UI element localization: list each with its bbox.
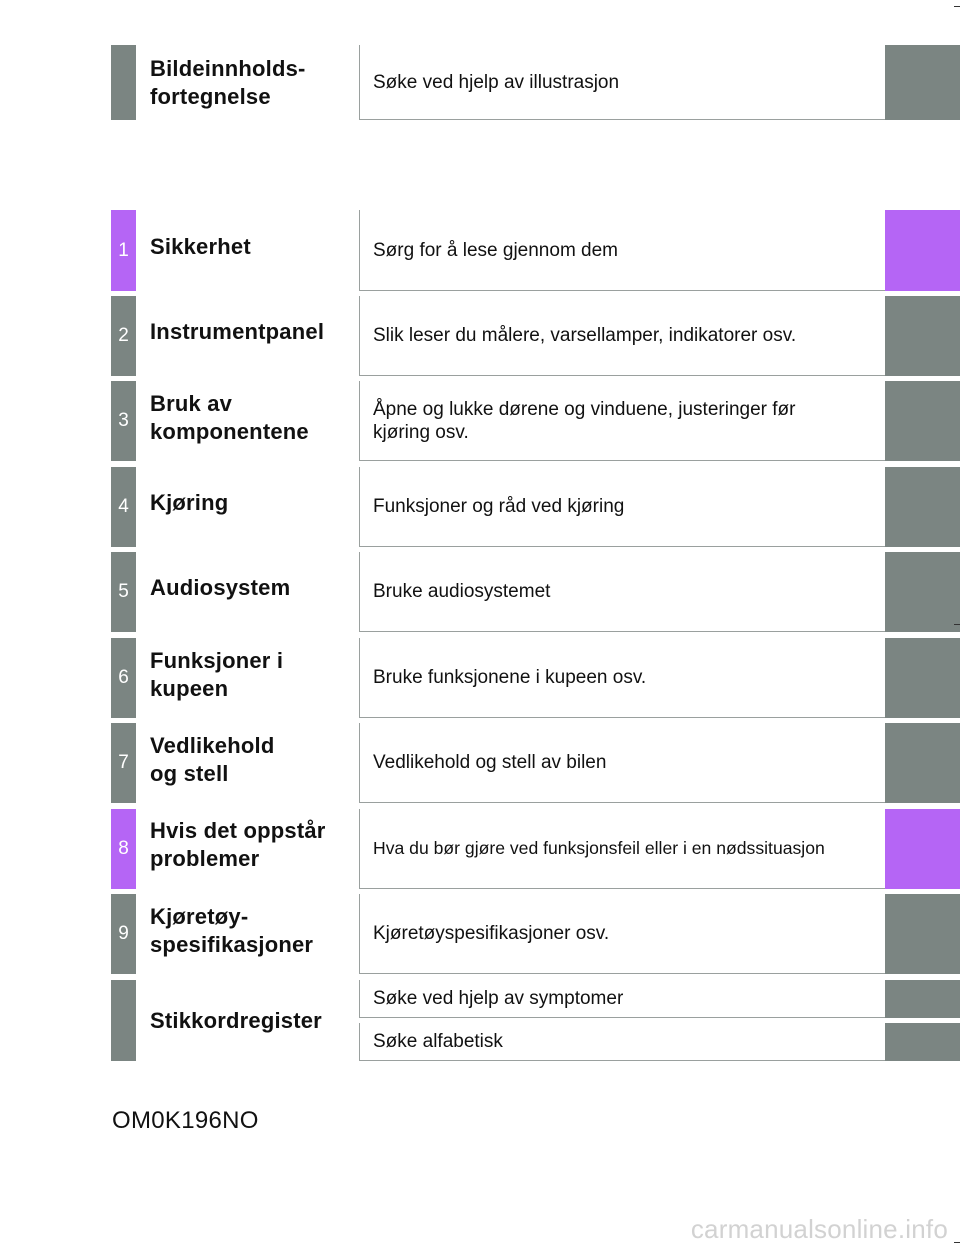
chapter-tab-4[interactable] xyxy=(885,467,960,547)
chapter-title-5: Audiosystem xyxy=(150,575,291,600)
chapter-title-8: Hvis det oppstår problemer xyxy=(150,818,326,871)
chapter-number-4: 4 xyxy=(111,467,136,547)
chapter-title-3: Bruk av komponentene xyxy=(150,391,309,444)
chapter-row-5[interactable]: 5 Audiosystem Bruke audiosystemet xyxy=(0,552,960,632)
chapter-title-1: Sikkerhet xyxy=(150,234,251,259)
chapter-description-5: Bruke audiosystemet xyxy=(359,552,885,632)
header-tab xyxy=(111,45,136,120)
chapter-row-4[interactable]: 4 Kjøring Funksjoner og råd ved kjøring xyxy=(0,467,960,547)
index-symptoms-tab[interactable] xyxy=(885,980,960,1018)
chapter-description-1: Sørg for å lese gjennom dem xyxy=(359,210,885,291)
chapter-description-6: Bruke funksjonene i kupeen osv. xyxy=(359,638,885,718)
chapter-description-3: Åpne og lukke dørene og vinduene, juster… xyxy=(359,381,885,461)
edge-mark-bottom xyxy=(954,1242,960,1243)
chapter-row-6[interactable]: 6 Funksjoner i kupeen Bruke funksjonene … xyxy=(0,638,960,718)
index-search-symptoms: Søke ved hjelp av symptomer xyxy=(359,980,885,1018)
index-search-alphabetic: Søke alfabetisk xyxy=(359,1023,885,1061)
chapter-tab-1[interactable] xyxy=(885,210,960,291)
chapter-title-4: Kjøring xyxy=(150,490,229,515)
chapter-row-9[interactable]: 9 Kjøretøy- spesifikasjoner Kjøretøyspes… xyxy=(0,894,960,974)
chapter-tab-8[interactable] xyxy=(885,809,960,889)
chapter-title-7: Vedlikehold og stell xyxy=(150,733,275,786)
chapter-row-7[interactable]: 7 Vedlikehold og stell Vedlikehold og st… xyxy=(0,723,960,803)
header-title: Bildeinnholds- fortegnelse xyxy=(150,55,306,109)
chapter-tab-6[interactable] xyxy=(885,638,960,718)
header-description: Søke ved hjelp av illustrasjon xyxy=(359,45,885,120)
index-title: Stikkordregister xyxy=(150,1007,322,1033)
chapter-row-1[interactable]: 1 Sikkerhet Sørg for å lese gjennom dem xyxy=(0,210,960,291)
index-row-alphabetic[interactable]: Søke alfabetisk xyxy=(0,1023,960,1061)
chapter-number-5: 5 xyxy=(111,552,136,632)
chapter-description-2: Slik leser du målere, varsellamper, indi… xyxy=(359,296,885,376)
chapter-title-6: Funksjoner i kupeen xyxy=(150,648,284,701)
chapter-title-2: Instrumentpanel xyxy=(150,319,325,344)
chapter-tab-7[interactable] xyxy=(885,723,960,803)
chapter-number-2: 2 xyxy=(111,296,136,376)
chapter-tab-2[interactable] xyxy=(885,296,960,376)
edge-mark-middle xyxy=(954,624,960,625)
chapter-tab-3[interactable] xyxy=(885,381,960,461)
index-block: Stikkordregister xyxy=(0,980,960,1061)
chapter-number-8: 8 xyxy=(111,809,136,889)
index-tab xyxy=(111,980,136,1061)
chapter-description-7: Vedlikehold og stell av bilen xyxy=(359,723,885,803)
chapter-title-9: Kjøretøy- spesifikasjoner xyxy=(150,904,314,957)
chapter-row-3[interactable]: 3 Bruk av komponentene Åpne og lukke dør… xyxy=(0,381,960,461)
chapter-description-9: Kjøretøyspesifikasjoner osv. xyxy=(359,894,885,974)
chapter-number-9: 9 xyxy=(111,894,136,974)
edge-mark-top xyxy=(954,6,960,7)
chapter-tab-9[interactable] xyxy=(885,894,960,974)
header-row[interactable]: Bildeinnholds- fortegnelse Søke ved hjel… xyxy=(0,45,960,120)
chapter-description-4: Funksjoner og råd ved kjøring xyxy=(359,467,885,547)
chapter-row-8[interactable]: 8 Hvis det oppstår problemer Hva du bør … xyxy=(0,809,960,889)
document-code: OM0K196NO xyxy=(112,1107,259,1134)
chapter-row-2[interactable]: 2 Instrumentpanel Slik leser du målere, … xyxy=(0,296,960,376)
chapter-number-7: 7 xyxy=(111,723,136,803)
watermark: carmanualsonline.info xyxy=(690,1214,948,1244)
index-alphabetic-tab[interactable] xyxy=(885,1023,960,1061)
chapter-number-3: 3 xyxy=(111,381,136,461)
index-row-symptoms[interactable]: Søke ved hjelp av symptomer xyxy=(0,980,960,1018)
chapter-description-8: Hva du bør gjøre ved funksjonsfeil eller… xyxy=(359,809,885,889)
chapter-number-6: 6 xyxy=(111,638,136,718)
chapter-tab-5[interactable] xyxy=(885,552,960,632)
chapter-number-1: 1 xyxy=(111,210,136,291)
header-right-tab[interactable] xyxy=(885,45,960,120)
